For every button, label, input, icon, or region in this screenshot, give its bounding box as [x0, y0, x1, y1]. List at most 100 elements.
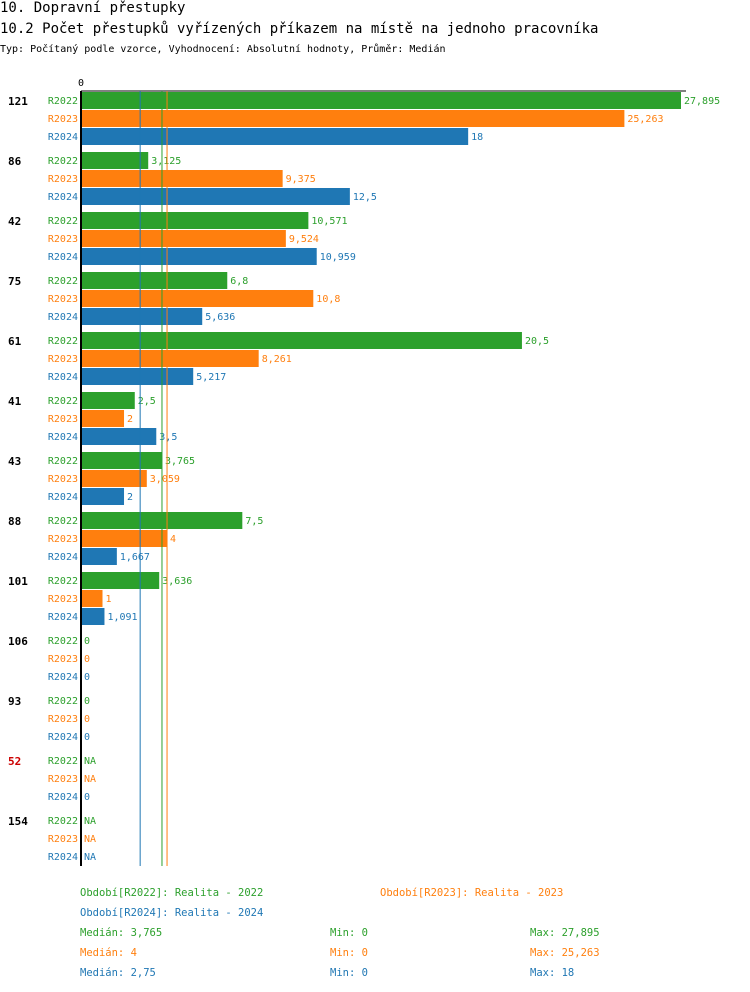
legend-median-r2024: Medián: 2,75 [80, 967, 156, 979]
data-label: NA [84, 774, 96, 785]
legend-period-r2024: Období[R2024]: Realita - 2024 [80, 907, 264, 919]
series-row-label: R2024 [48, 672, 78, 683]
category-label: 43 [8, 455, 21, 468]
data-label: 2 [127, 414, 133, 425]
series-row-label: R2024 [48, 792, 78, 803]
series-row-label: R2023 [48, 474, 78, 485]
bar-r2022 [81, 572, 160, 589]
series-row-label: R2023 [48, 174, 78, 185]
series-row-label: R2024 [48, 192, 78, 203]
data-label: 27,895 [684, 96, 720, 107]
legend-median-r2022: Medián: 3,765 [80, 927, 163, 939]
data-label: 12,5 [353, 192, 377, 203]
data-label: 1 [106, 594, 112, 605]
bar-r2023 [81, 230, 286, 247]
data-label: 5,217 [196, 372, 226, 383]
legend-min-r2024: Min: 0 [330, 967, 368, 979]
data-label: 4 [170, 534, 176, 545]
series-row-label: R2024 [48, 252, 78, 263]
category-label: 101 [8, 575, 28, 588]
series-row-label: R2023 [48, 294, 78, 305]
category-label: 121 [8, 95, 28, 108]
category-label: 88 [8, 515, 21, 528]
category-label: 106 [8, 635, 28, 648]
chart-type-line: Typ: Počítaný podle vzorce, Vyhodnocení:… [0, 44, 446, 55]
data-label: 0 [84, 672, 90, 683]
series-row-label: R2024 [48, 852, 78, 863]
series-row-label: R2024 [48, 432, 78, 443]
series-row-label: R2023 [48, 714, 78, 725]
bar-r2024 [81, 488, 125, 505]
series-row-label: R2022 [48, 516, 78, 527]
category-label: 75 [8, 275, 21, 288]
bar-r2023 [81, 530, 168, 547]
bar-r2024 [81, 188, 350, 205]
data-label: 0 [84, 696, 90, 707]
series-row-label: R2023 [48, 834, 78, 845]
series-row-label: R2023 [48, 774, 78, 785]
data-label: 0 [84, 714, 90, 725]
data-label: 3,765 [165, 456, 195, 467]
series-row-label: R2022 [48, 456, 78, 467]
bar-r2022 [81, 212, 309, 229]
bar-r2022 [81, 92, 681, 109]
data-label: 3,636 [162, 576, 192, 587]
bar-r2022 [81, 272, 228, 289]
category-label: 41 [8, 395, 22, 408]
series-row-label: R2024 [48, 552, 78, 563]
series-row-label: R2023 [48, 654, 78, 665]
data-label: 7,5 [245, 516, 263, 527]
category-label: 61 [8, 335, 22, 348]
series-row-label: R2024 [48, 612, 78, 623]
series-row-label: R2022 [48, 156, 78, 167]
series-row-label: R2024 [48, 732, 78, 743]
chart-title: 10. Dopravní přestupky [0, 0, 186, 16]
series-row-label: R2022 [48, 276, 78, 287]
data-label: 0 [84, 732, 90, 743]
data-label: 2,5 [138, 396, 156, 407]
data-label: 6,8 [230, 276, 248, 287]
data-label: 1,091 [107, 612, 137, 623]
series-row-label: R2023 [48, 594, 78, 605]
series-row-label: R2024 [48, 132, 78, 143]
axis-zero-label: 0 [78, 78, 84, 89]
legend-max-r2023: Max: 25,263 [530, 947, 600, 959]
series-row-label: R2023 [48, 114, 78, 125]
bar-r2024 [81, 428, 157, 445]
series-row-label: R2022 [48, 696, 78, 707]
data-label: NA [84, 834, 96, 845]
series-row-label: R2022 [48, 636, 78, 647]
bar-chart: 0 121 R2022 27,895 R2023 25,263 R2024 18 86 R2022… [8, 78, 720, 866]
bar-r2024 [81, 128, 469, 145]
bar-r2023 [81, 350, 259, 367]
legend-period-r2022: Období[R2022]: Realita - 2022 [80, 887, 264, 899]
legend-median-r2023: Medián: 4 [80, 947, 137, 959]
bar-r2023 [81, 170, 283, 187]
category-label: 52 [8, 755, 21, 768]
bar-r2024 [81, 608, 105, 625]
data-label: NA [84, 852, 96, 863]
bar-r2024 [81, 248, 317, 265]
category-label: 154 [8, 815, 28, 828]
data-label: 10,571 [311, 216, 347, 227]
series-row-label: R2022 [48, 396, 78, 407]
category-label: 93 [8, 695, 21, 708]
legend-max-r2024: Max: 18 [530, 967, 575, 979]
bar-r2022 [81, 332, 522, 349]
legend-min-r2023: Min: 0 [330, 947, 368, 959]
data-label: 9,375 [286, 174, 316, 185]
data-label: NA [84, 756, 96, 767]
data-label: 9,524 [289, 234, 319, 245]
series-row-label: R2023 [48, 354, 78, 365]
category-label: 86 [8, 155, 22, 168]
series-row-label: R2023 [48, 234, 78, 245]
data-label: 20,5 [525, 336, 549, 347]
bar-r2023 [81, 290, 314, 307]
data-label: 3,059 [150, 474, 180, 485]
bar-r2024 [81, 548, 117, 565]
bar-r2024 [81, 368, 194, 385]
data-label: 1,667 [120, 552, 150, 563]
series-row-label: R2022 [48, 756, 78, 767]
series-row-label: R2022 [48, 576, 78, 587]
data-label: 10,959 [320, 252, 356, 263]
